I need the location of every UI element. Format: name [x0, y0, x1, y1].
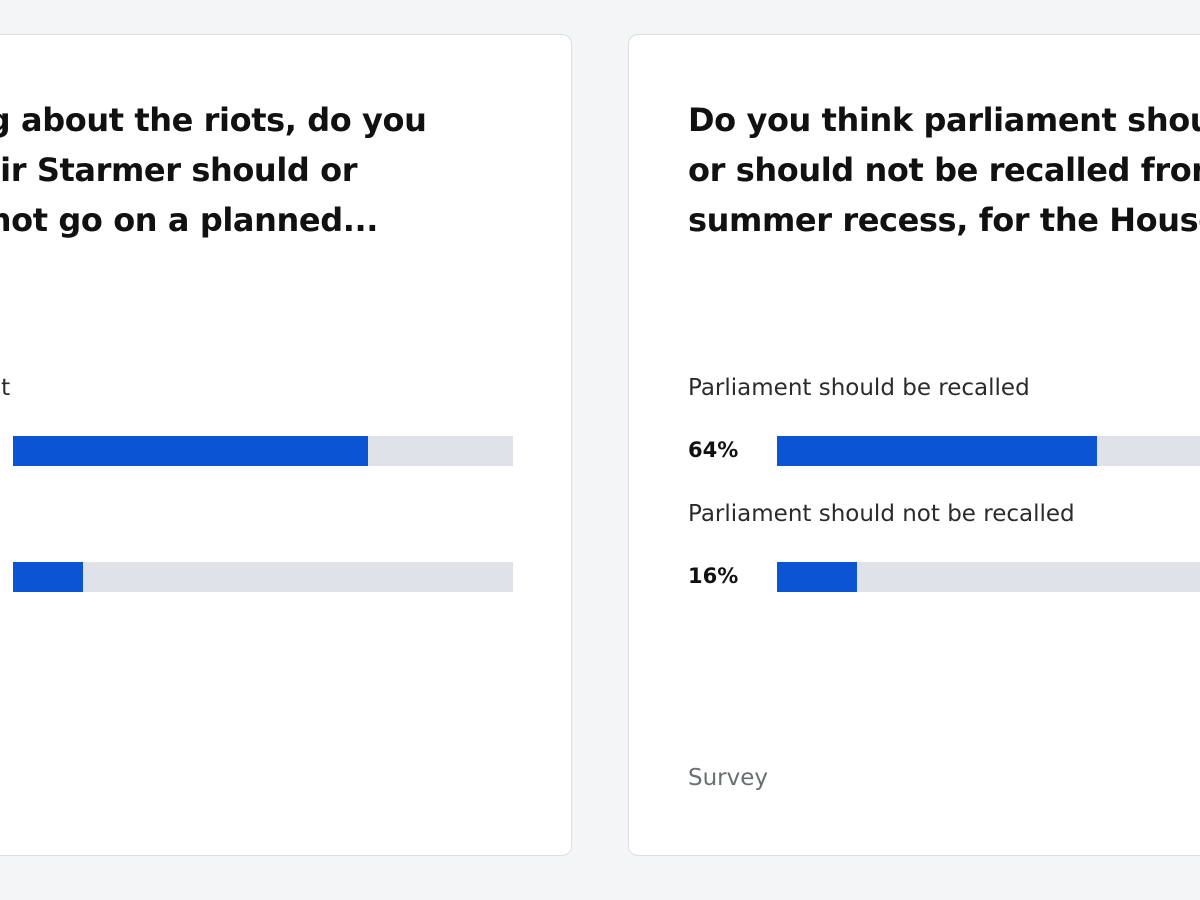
poll-option-label: Parliament should not be recalled	[688, 501, 1075, 527]
poll-card-parliament-recall[interactable]: Do you think parliament should or should…	[628, 34, 1200, 856]
poll-option: Parliament should not be recalled 16%	[629, 499, 1200, 609]
poll-option-label: hould not	[0, 375, 11, 401]
poll-question-line: inking about the riots, do you	[0, 101, 427, 139]
poll-option-percentage: 64%	[688, 438, 739, 462]
result-bar-fill	[13, 562, 83, 592]
result-bar-fill	[777, 562, 857, 592]
poll-option: hould not	[0, 373, 571, 483]
result-bar-track	[777, 436, 1200, 466]
poll-question-line: nk Keir Starmer should or	[0, 151, 358, 189]
poll-option: Parliament should be recalled 64%	[629, 373, 1200, 483]
result-bar-track	[13, 436, 513, 466]
result-bar-fill	[13, 436, 368, 466]
poll-question: Do you think parliament should or should…	[688, 95, 1200, 245]
result-bar-fill	[777, 436, 1097, 466]
poll-source-label: Survey	[688, 765, 769, 791]
result-bar-track	[777, 562, 1200, 592]
poll-question-line: summer recess, for the House	[688, 201, 1200, 239]
poll-question: inking about the riots, do you nk Keir S…	[0, 95, 427, 245]
poll-question-line: Do you think parliament should	[688, 101, 1200, 139]
poll-card-riots[interactable]: inking about the riots, do you nk Keir S…	[0, 34, 572, 856]
poll-question-line: or should not be recalled from	[688, 151, 1200, 189]
result-bar-track	[13, 562, 513, 592]
poll-option-label: Parliament should be recalled	[688, 375, 1030, 401]
poll-question-line: ould not go on a planned...	[0, 201, 378, 239]
poll-option: hould	[0, 499, 571, 609]
poll-option-percentage: 16%	[688, 564, 739, 588]
